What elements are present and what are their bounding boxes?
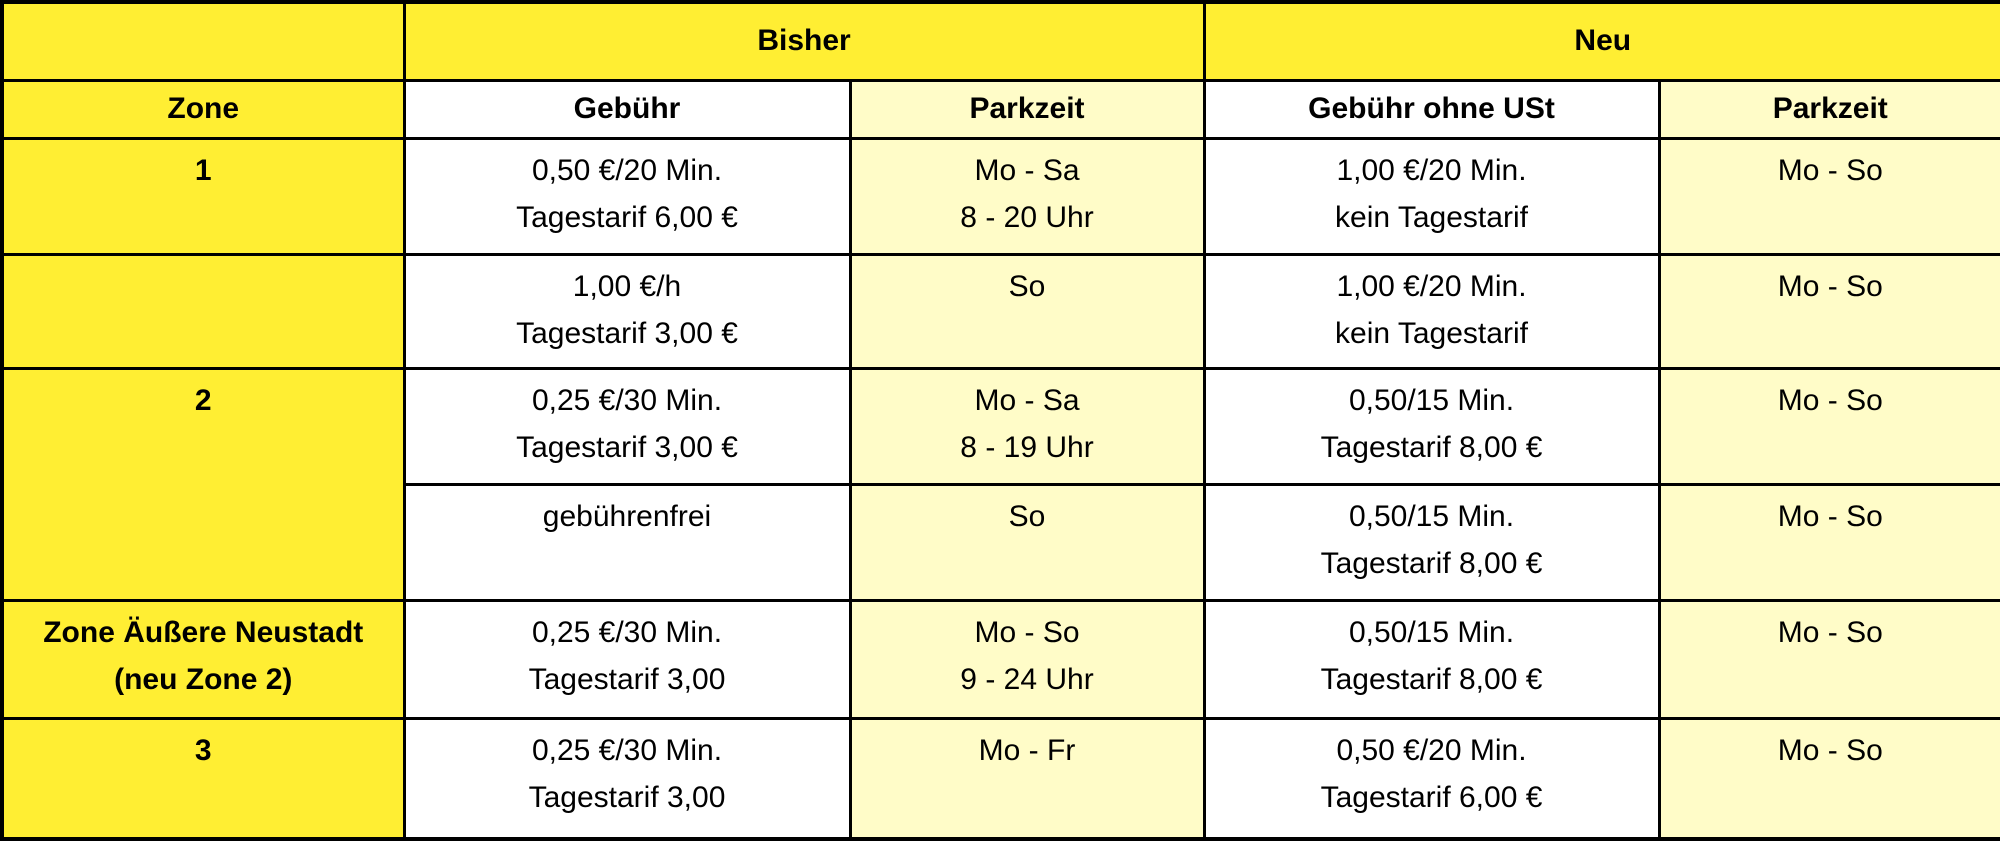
gebuehr-neu-cell: 0,50/15 Min. Tagestarif 8,00 € [1204, 600, 1659, 718]
parkzeit-cell: So [850, 254, 1204, 368]
table-row: 3 0,25 €/30 Min. Tagestarif 3,00 Mo - Fr… [2, 718, 2000, 839]
cell-line: (neu Zone 2) [4, 656, 403, 703]
cell-line: 9 - 24 Uhr [852, 656, 1203, 703]
cell-line: 0,50/15 Min. [1206, 377, 1658, 424]
gebuehr-cell: 0,25 €/30 Min. Tagestarif 3,00 € [404, 368, 850, 484]
cell-line: Mo - So [1661, 377, 2000, 424]
cell-line: Mo - So [1661, 609, 2000, 656]
cell-line: Mo - Sa [852, 147, 1203, 194]
parkzeit-cell: Mo - Sa 8 - 20 Uhr [850, 138, 1204, 254]
cell-line: Mo - Fr [852, 727, 1203, 774]
col-header-gebuehr-ohne-ust: Gebühr ohne USt [1204, 80, 1659, 138]
group-header-neu: Neu [1204, 2, 2000, 80]
cell-line: 0,50 €/20 Min. [406, 147, 849, 194]
cell-line: Tagestarif 3,00 € [406, 310, 849, 357]
cell-line: gebührenfrei [406, 493, 849, 540]
zone-cell: 3 [2, 718, 404, 839]
parkzeit-cell: Mo - So 9 - 24 Uhr [850, 600, 1204, 718]
zone-cell: Zone Äußere Neustadt (neu Zone 2) [2, 600, 404, 718]
cell-line: Tagestarif 6,00 € [406, 194, 849, 241]
zone-cell-merged: 2 [2, 368, 404, 600]
cell-line: So [852, 493, 1203, 540]
gebuehr-neu-cell: 0,50/15 Min. Tagestarif 8,00 € [1204, 484, 1659, 600]
table-row: 1,00 €/h Tagestarif 3,00 € So 1,00 €/20 … [2, 254, 2000, 368]
cell-line: kein Tagestarif [1206, 194, 1658, 241]
cell-line: Mo - So [1661, 263, 2000, 310]
cell-line: 0,25 €/30 Min. [406, 377, 849, 424]
gebuehr-neu-cell: 1,00 €/20 Min. kein Tagestarif [1204, 138, 1659, 254]
cell-line: 1 [4, 147, 403, 194]
cell-line: 8 - 19 Uhr [852, 424, 1203, 471]
cell-line: Tagestarif 3,00 [406, 656, 849, 703]
cell-line: Mo - So [852, 609, 1203, 656]
cell-line: Tagestarif 8,00 € [1206, 424, 1658, 471]
gebuehr-cell: 1,00 €/h Tagestarif 3,00 € [404, 254, 850, 368]
cell-line: 8 - 20 Uhr [852, 194, 1203, 241]
cell-line: 0,50 €/20 Min. [1206, 727, 1658, 774]
parkzeit-neu-cell: Mo - So [1659, 484, 2000, 600]
cell-line: Zone Äußere Neustadt [4, 609, 403, 656]
parkzeit-neu-cell: Mo - So [1659, 718, 2000, 839]
table-row: Zone Äußere Neustadt (neu Zone 2) 0,25 €… [2, 600, 2000, 718]
parkzeit-cell: Mo - Fr [850, 718, 1204, 839]
cell-line: Tagestarif 8,00 € [1206, 540, 1658, 587]
parkzeit-cell: So [850, 484, 1204, 600]
col-header-gebuehr: Gebühr [404, 80, 850, 138]
group-header-row: Bisher Neu [2, 2, 2000, 80]
cell-line: Tagestarif 8,00 € [1206, 656, 1658, 703]
parkzeit-neu-cell: Mo - So [1659, 138, 2000, 254]
gebuehr-neu-cell: 1,00 €/20 Min. kein Tagestarif [1204, 254, 1659, 368]
parkzeit-neu-cell: Mo - So [1659, 368, 2000, 484]
cell-line: kein Tagestarif [1206, 310, 1658, 357]
gebuehr-neu-cell: 0,50/15 Min. Tagestarif 8,00 € [1204, 368, 1659, 484]
gebuehr-neu-cell: 0,50 €/20 Min. Tagestarif 6,00 € [1204, 718, 1659, 839]
group-header-bisher: Bisher [404, 2, 1204, 80]
zone-cell: 1 [2, 138, 404, 254]
col-header-parkzeit-neu: Parkzeit [1659, 80, 2000, 138]
cell-line: Mo - So [1661, 147, 2000, 194]
cell-line: 0,25 €/30 Min. [406, 609, 849, 656]
cell-line: So [852, 263, 1203, 310]
col-header-zone: Zone [2, 80, 404, 138]
parkzeit-neu-cell: Mo - So [1659, 600, 2000, 718]
cell-line: Mo - Sa [852, 377, 1203, 424]
parkzeit-neu-cell: Mo - So [1659, 254, 2000, 368]
corner-cell [2, 2, 404, 80]
cell-line: 2 [4, 377, 403, 424]
cell-line: 0,50/15 Min. [1206, 609, 1658, 656]
table-row: 1 0,50 €/20 Min. Tagestarif 6,00 € Mo - … [2, 138, 2000, 254]
cell-line: 0,50/15 Min. [1206, 493, 1658, 540]
zone-cell [2, 254, 404, 368]
cell-line: Tagestarif 6,00 € [1206, 774, 1658, 821]
cell-line: Tagestarif 3,00 € [406, 424, 849, 471]
table-row: 2 0,25 €/30 Min. Tagestarif 3,00 € Mo - … [2, 368, 2000, 484]
gebuehr-cell: 0,25 €/30 Min. Tagestarif 3,00 [404, 718, 850, 839]
cell-line: Mo - So [1661, 493, 2000, 540]
cell-line: 1,00 €/20 Min. [1206, 147, 1658, 194]
column-header-row: Zone Gebühr Parkzeit Gebühr ohne USt Par… [2, 80, 2000, 138]
cell-line: 1,00 €/20 Min. [1206, 263, 1658, 310]
parkzeit-cell: Mo - Sa 8 - 19 Uhr [850, 368, 1204, 484]
cell-line: 0,25 €/30 Min. [406, 727, 849, 774]
cell-line: 3 [4, 727, 403, 774]
gebuehr-cell: 0,50 €/20 Min. Tagestarif 6,00 € [404, 138, 850, 254]
cell-line: Mo - So [1661, 727, 2000, 774]
col-header-parkzeit-bisher: Parkzeit [850, 80, 1204, 138]
gebuehr-cell: 0,25 €/30 Min. Tagestarif 3,00 [404, 600, 850, 718]
gebuehr-cell: gebührenfrei [404, 484, 850, 600]
cell-line: 1,00 €/h [406, 263, 849, 310]
cell-line: Tagestarif 3,00 [406, 774, 849, 821]
